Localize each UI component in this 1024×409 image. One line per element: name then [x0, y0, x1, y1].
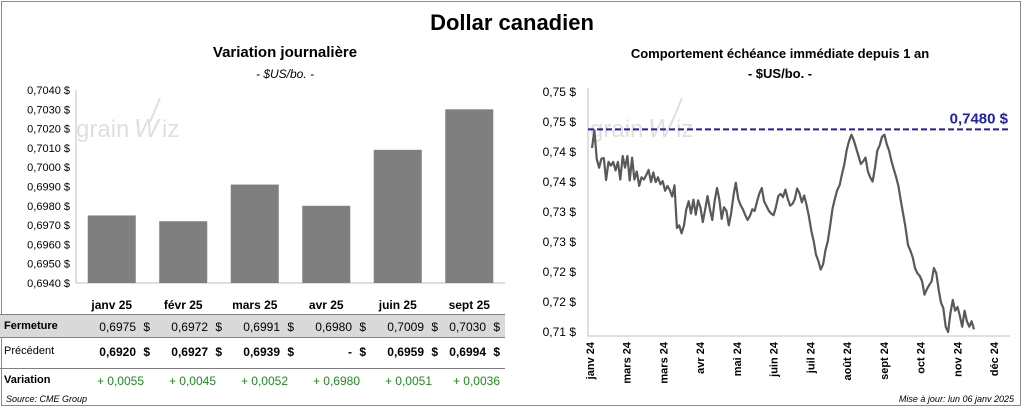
- cell-currency: $: [431, 320, 438, 334]
- variation-value: + 0,0051: [384, 374, 432, 388]
- cell-value: -: [348, 345, 352, 359]
- bar-x-tick-label: mars 25: [232, 298, 278, 312]
- bar-y-tick-label: 0,7020 $: [27, 124, 70, 136]
- cell-value: 0,6959: [387, 345, 424, 359]
- bar-chart-subtitle: - $US/bo. -: [255, 67, 315, 81]
- source-note: Source: CME Group: [6, 394, 88, 404]
- line-y-tick-label: 0,75 $: [543, 85, 577, 99]
- line-x-tick-label: mars 24: [622, 341, 634, 383]
- cell-currency: $: [359, 345, 366, 359]
- svg-text:grain: grain: [76, 116, 129, 143]
- line-x-tick-label: sept 24: [879, 341, 891, 380]
- line-y-tick-label: 0,74 $: [543, 145, 577, 159]
- line-x-tick-label: déc 24: [989, 341, 1001, 376]
- variation-value: + 0,0052: [240, 374, 288, 388]
- row-label-variation: Variation: [4, 374, 51, 386]
- line-x-tick-label: mars 24: [658, 341, 670, 383]
- cell-currency: $: [431, 345, 438, 359]
- line-chart: grain W iz 0,71 $ 0,72 $ 0,72 $ 0,73 $ 0,73 …: [543, 85, 1010, 384]
- grainwiz-watermark-logo: grain W iz: [590, 97, 693, 143]
- cell-value: 0,6980: [315, 320, 352, 334]
- cell-currency: $: [493, 320, 500, 334]
- table-row-precedent: Précédent 0,6920 $ 0,6927 $ 0,6939 $ - $ 0,6…: [0, 340, 505, 364]
- line-x-tick-label: oct 24: [916, 341, 928, 374]
- line-y-tick-label: 0,72 $: [543, 295, 577, 309]
- bar-x-tick-label: juin 25: [378, 298, 417, 312]
- bar-chart-title: Variation journalière: [212, 44, 358, 61]
- cell-value: 0,7009: [387, 320, 424, 334]
- line-y-tick-label: 0,74 $: [543, 175, 577, 189]
- line-y-tick-label: 0,71 $: [543, 325, 577, 339]
- line-x-tick-label: juin 24: [769, 341, 781, 378]
- price-series-line: [590, 129, 976, 334]
- svg-text:iz: iz: [676, 116, 693, 143]
- cell-value: 0,6927: [171, 345, 208, 359]
- cell-value: 0,6920: [99, 345, 136, 359]
- row-label-fermeture: Fermeture: [4, 320, 58, 332]
- updated-note: Mise à jour: lun 06 janv 2025: [898, 394, 1014, 404]
- line-y-tick-label: 0,73 $: [543, 205, 577, 219]
- line-x-tick-label: juil 24: [805, 341, 817, 374]
- bar-y-tick-label: 0,6960 $: [27, 239, 70, 251]
- line-x-tick-label: janv 24: [585, 341, 597, 380]
- row-label-precedent: Précédent: [4, 345, 55, 357]
- table-row-fermeture: Fermeture 0,6975 $ 0,6972 $ 0,6991 $ 0,6980…: [0, 314, 505, 338]
- line-y-tick-label: 0,73 $: [543, 235, 577, 249]
- cell-value: 0,6994: [449, 345, 486, 359]
- cell-currency: $: [143, 320, 150, 334]
- bar-x-tick-label: sept 25: [449, 298, 491, 312]
- cell-value: 0,6972: [171, 320, 208, 334]
- line-y-tick-label: 0,72 $: [543, 265, 577, 279]
- line-chart-title: Comportement échéance immédiate depuis 1…: [630, 46, 930, 61]
- bar-2: [159, 221, 208, 283]
- bar-y-tick-label: 0,6980 $: [27, 201, 70, 213]
- line-y-tick-label: 0,75 $: [543, 115, 577, 129]
- line-x-tick-label: août 24: [842, 341, 854, 380]
- cell-currency: $: [143, 345, 150, 359]
- cell-currency: $: [215, 320, 222, 334]
- variation-value: + 0,0036: [452, 374, 500, 388]
- bar-x-tick-label: janv 25: [90, 298, 132, 312]
- svg-text:iz: iz: [162, 116, 179, 143]
- bar-y-tick-label: 0,6990 $: [27, 182, 70, 194]
- line-x-tick-label: nov 24: [952, 341, 964, 377]
- page-title: Dollar canadien: [430, 10, 594, 35]
- variation-value: + 0,0045: [168, 374, 216, 388]
- bar-x-tick-label: avr 25: [309, 298, 344, 312]
- svg-text:W: W: [648, 113, 675, 143]
- line-x-tick-label: avr 24: [695, 341, 707, 374]
- bar-y-tick-label: 0,7010 $: [27, 143, 70, 155]
- cell-value: 0,6991: [243, 320, 280, 334]
- bar-y-tick-label: 0,6950 $: [27, 259, 70, 271]
- variation-value: + 0,6980: [312, 374, 360, 388]
- table-row-variation: Variation + 0,0055 + 0,0045 + 0,0052 + 0…: [0, 368, 505, 393]
- cell-value: 0,7030: [449, 320, 486, 334]
- bar-6: [445, 109, 494, 283]
- bar-chart: grain W iz 0,6940 $ 0,6950 $ 0,6960 $ 0,697…: [27, 85, 505, 312]
- cell-currency: $: [215, 345, 222, 359]
- bar-5: [373, 149, 422, 283]
- svg-text:W: W: [134, 113, 161, 143]
- bar-y-tick-label: 0,6940 $: [27, 278, 70, 290]
- line-chart-subtitle: - $US/bo. -: [747, 66, 813, 81]
- bar-y-tick-label: 0,7030 $: [27, 104, 70, 116]
- bar-4: [302, 205, 351, 283]
- bar-y-tick-label: 0,6970 $: [27, 220, 70, 232]
- cell-currency: $: [287, 345, 294, 359]
- bar-y-tick-label: 0,7040 $: [27, 85, 70, 97]
- bar-1: [87, 215, 136, 283]
- cell-value: 0,6939: [243, 345, 280, 359]
- variation-value: + 0,0055: [96, 374, 144, 388]
- bar-3: [230, 184, 279, 283]
- bar-y-tick-label: 0,7000 $: [27, 162, 70, 174]
- cell-currency: $: [287, 320, 294, 334]
- cell-currency: $: [359, 320, 366, 334]
- bar-x-tick-label: févr 25: [164, 298, 203, 312]
- cell-currency: $: [493, 345, 500, 359]
- reference-label: 0,7480 $: [950, 110, 1009, 127]
- line-x-tick-label: mai 24: [732, 341, 744, 376]
- cell-value: 0,6975: [99, 320, 136, 334]
- grainwiz-watermark-logo: grain W iz: [76, 97, 179, 143]
